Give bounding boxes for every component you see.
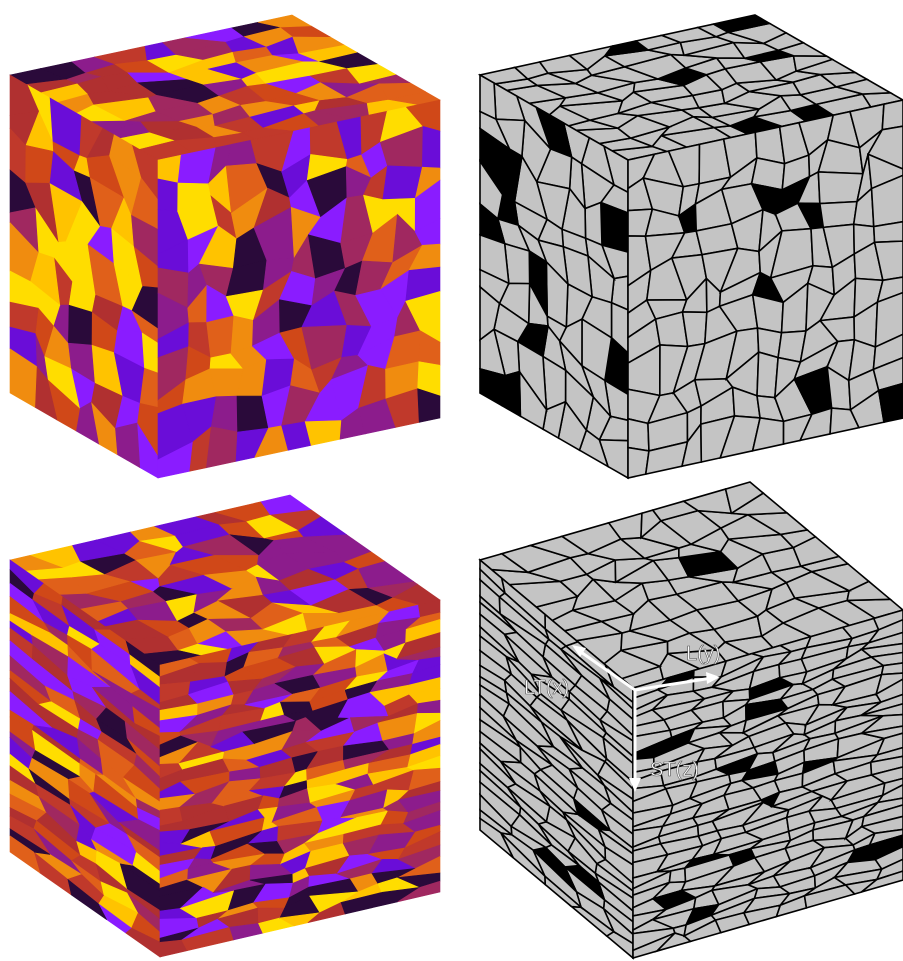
cube-face [627, 99, 903, 479]
grain [874, 291, 903, 349]
grain [210, 395, 238, 433]
grain [873, 240, 903, 282]
grain [859, 815, 903, 835]
arrow-lt [577, 648, 636, 692]
grain [860, 804, 903, 828]
grain [627, 417, 650, 452]
grain [859, 631, 903, 651]
grain [206, 315, 235, 359]
grain [872, 333, 903, 371]
grain [858, 713, 903, 735]
grain [24, 144, 54, 184]
grain [868, 828, 903, 847]
grain [206, 426, 238, 469]
cube-face [479, 73, 629, 480]
cube-face [9, 559, 161, 958]
grain [9, 348, 37, 408]
cube-face [9, 494, 441, 666]
grain [874, 672, 903, 696]
grain [880, 662, 903, 676]
grain [817, 171, 864, 205]
grain [417, 388, 441, 423]
grain [876, 783, 903, 804]
grain [861, 870, 903, 893]
grain [260, 494, 312, 515]
grain [877, 382, 903, 424]
grain [881, 99, 903, 131]
arrow-l [634, 676, 713, 692]
grain [881, 777, 903, 797]
grain [681, 311, 708, 348]
grain [479, 367, 507, 407]
grain [875, 858, 903, 881]
grain [876, 276, 903, 304]
cube-face [479, 558, 634, 960]
axis-label: LT(x) [524, 677, 569, 699]
grain [9, 835, 41, 874]
grain [479, 816, 514, 859]
grain [867, 153, 903, 190]
grain [157, 178, 179, 212]
grain [257, 14, 312, 28]
grain [421, 125, 441, 169]
grain [751, 293, 785, 334]
cube-face [477, 14, 903, 161]
grain [860, 693, 903, 717]
grain [114, 422, 141, 469]
grain [874, 845, 903, 871]
arrowhead [706, 672, 720, 684]
axis-label: L(y) [686, 643, 720, 665]
grain [875, 732, 903, 757]
cube-face [159, 599, 441, 958]
grain [304, 420, 342, 446]
grain [866, 125, 903, 170]
cube-face [632, 609, 903, 960]
grain [818, 200, 858, 229]
grain [868, 834, 903, 861]
axis-label: ST(z) [650, 759, 699, 781]
cube-face [157, 99, 441, 479]
grain [668, 867, 687, 884]
grain [397, 880, 441, 903]
grain [872, 220, 903, 244]
grain [711, 14, 772, 34]
cube-face [9, 74, 159, 479]
grain [861, 703, 903, 717]
cubes [9, 14, 903, 960]
grain [724, 481, 765, 515]
arrowhead [572, 645, 586, 657]
grain [872, 609, 903, 631]
grain [868, 746, 903, 764]
grain [872, 356, 903, 392]
grain [869, 755, 903, 776]
grain [866, 618, 903, 645]
grain [157, 154, 182, 184]
grain [870, 174, 903, 228]
axis-arrows: LT(x) L(y) ST(z) [524, 643, 721, 792]
arrowhead [629, 778, 641, 792]
grain [67, 304, 92, 346]
grain [869, 766, 903, 785]
grain [869, 651, 903, 667]
cube-face [9, 14, 441, 161]
grain [863, 797, 903, 818]
